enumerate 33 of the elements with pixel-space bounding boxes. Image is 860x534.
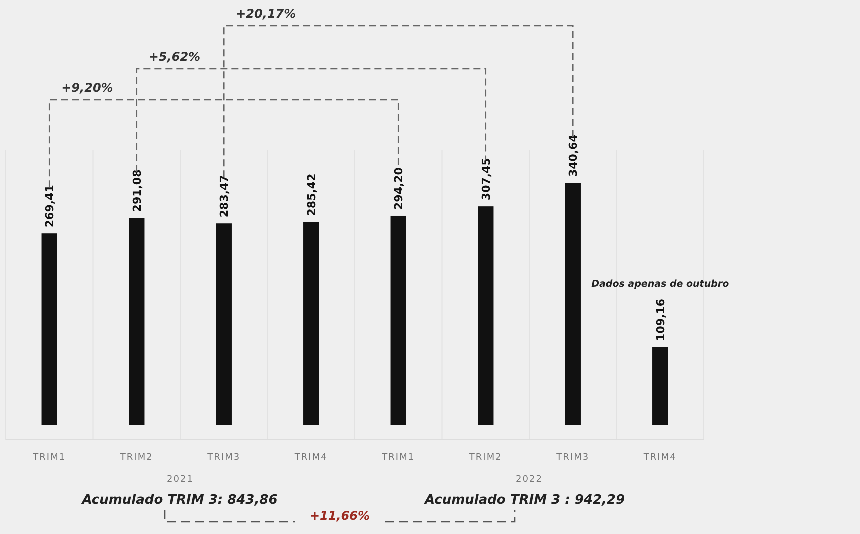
bar — [565, 183, 581, 425]
x-tick-label: TRIM4 — [642, 453, 677, 463]
text: 2021 — [167, 475, 194, 485]
x-tick-label: TRIM1 — [381, 453, 416, 463]
x-tick-label: TRIM3 — [556, 453, 590, 463]
data-label: 269,41 — [44, 185, 57, 228]
data-label: 283,47 — [218, 175, 232, 218]
text: +11,66% — [310, 509, 370, 523]
data-label: 109,16 — [654, 298, 668, 342]
data-label: 285,42 — [305, 174, 318, 216]
text: 2022 — [516, 475, 543, 485]
bar — [478, 206, 494, 425]
bar — [304, 222, 320, 425]
x-tick-label: TRIM1 — [32, 453, 66, 463]
data-label: 307,45 — [480, 158, 493, 201]
bar — [216, 224, 232, 425]
text: +9,20% — [62, 81, 114, 95]
data-label: 291,08 — [130, 170, 144, 212]
text: Acumulado TRIM 3 : 942,29 — [424, 493, 626, 508]
bar — [390, 216, 406, 425]
bar — [652, 347, 668, 425]
annotation: Dados apenas de outubro — [592, 279, 730, 290]
data-label: 294,20 — [392, 167, 406, 210]
x-tick-label: TRIM3 — [206, 453, 241, 463]
bar — [42, 234, 58, 425]
text: Acumulado TRIM 3: 843,86 — [81, 493, 278, 508]
bar — [129, 218, 145, 425]
text: +5,62% — [148, 50, 201, 64]
x-tick-label: TRIM2 — [119, 453, 154, 463]
x-tick-label: TRIM4 — [294, 453, 328, 463]
data-label: 340,64 — [567, 134, 580, 177]
text: +20,17% — [236, 7, 296, 21]
x-tick-label: TRIM2 — [468, 453, 502, 463]
